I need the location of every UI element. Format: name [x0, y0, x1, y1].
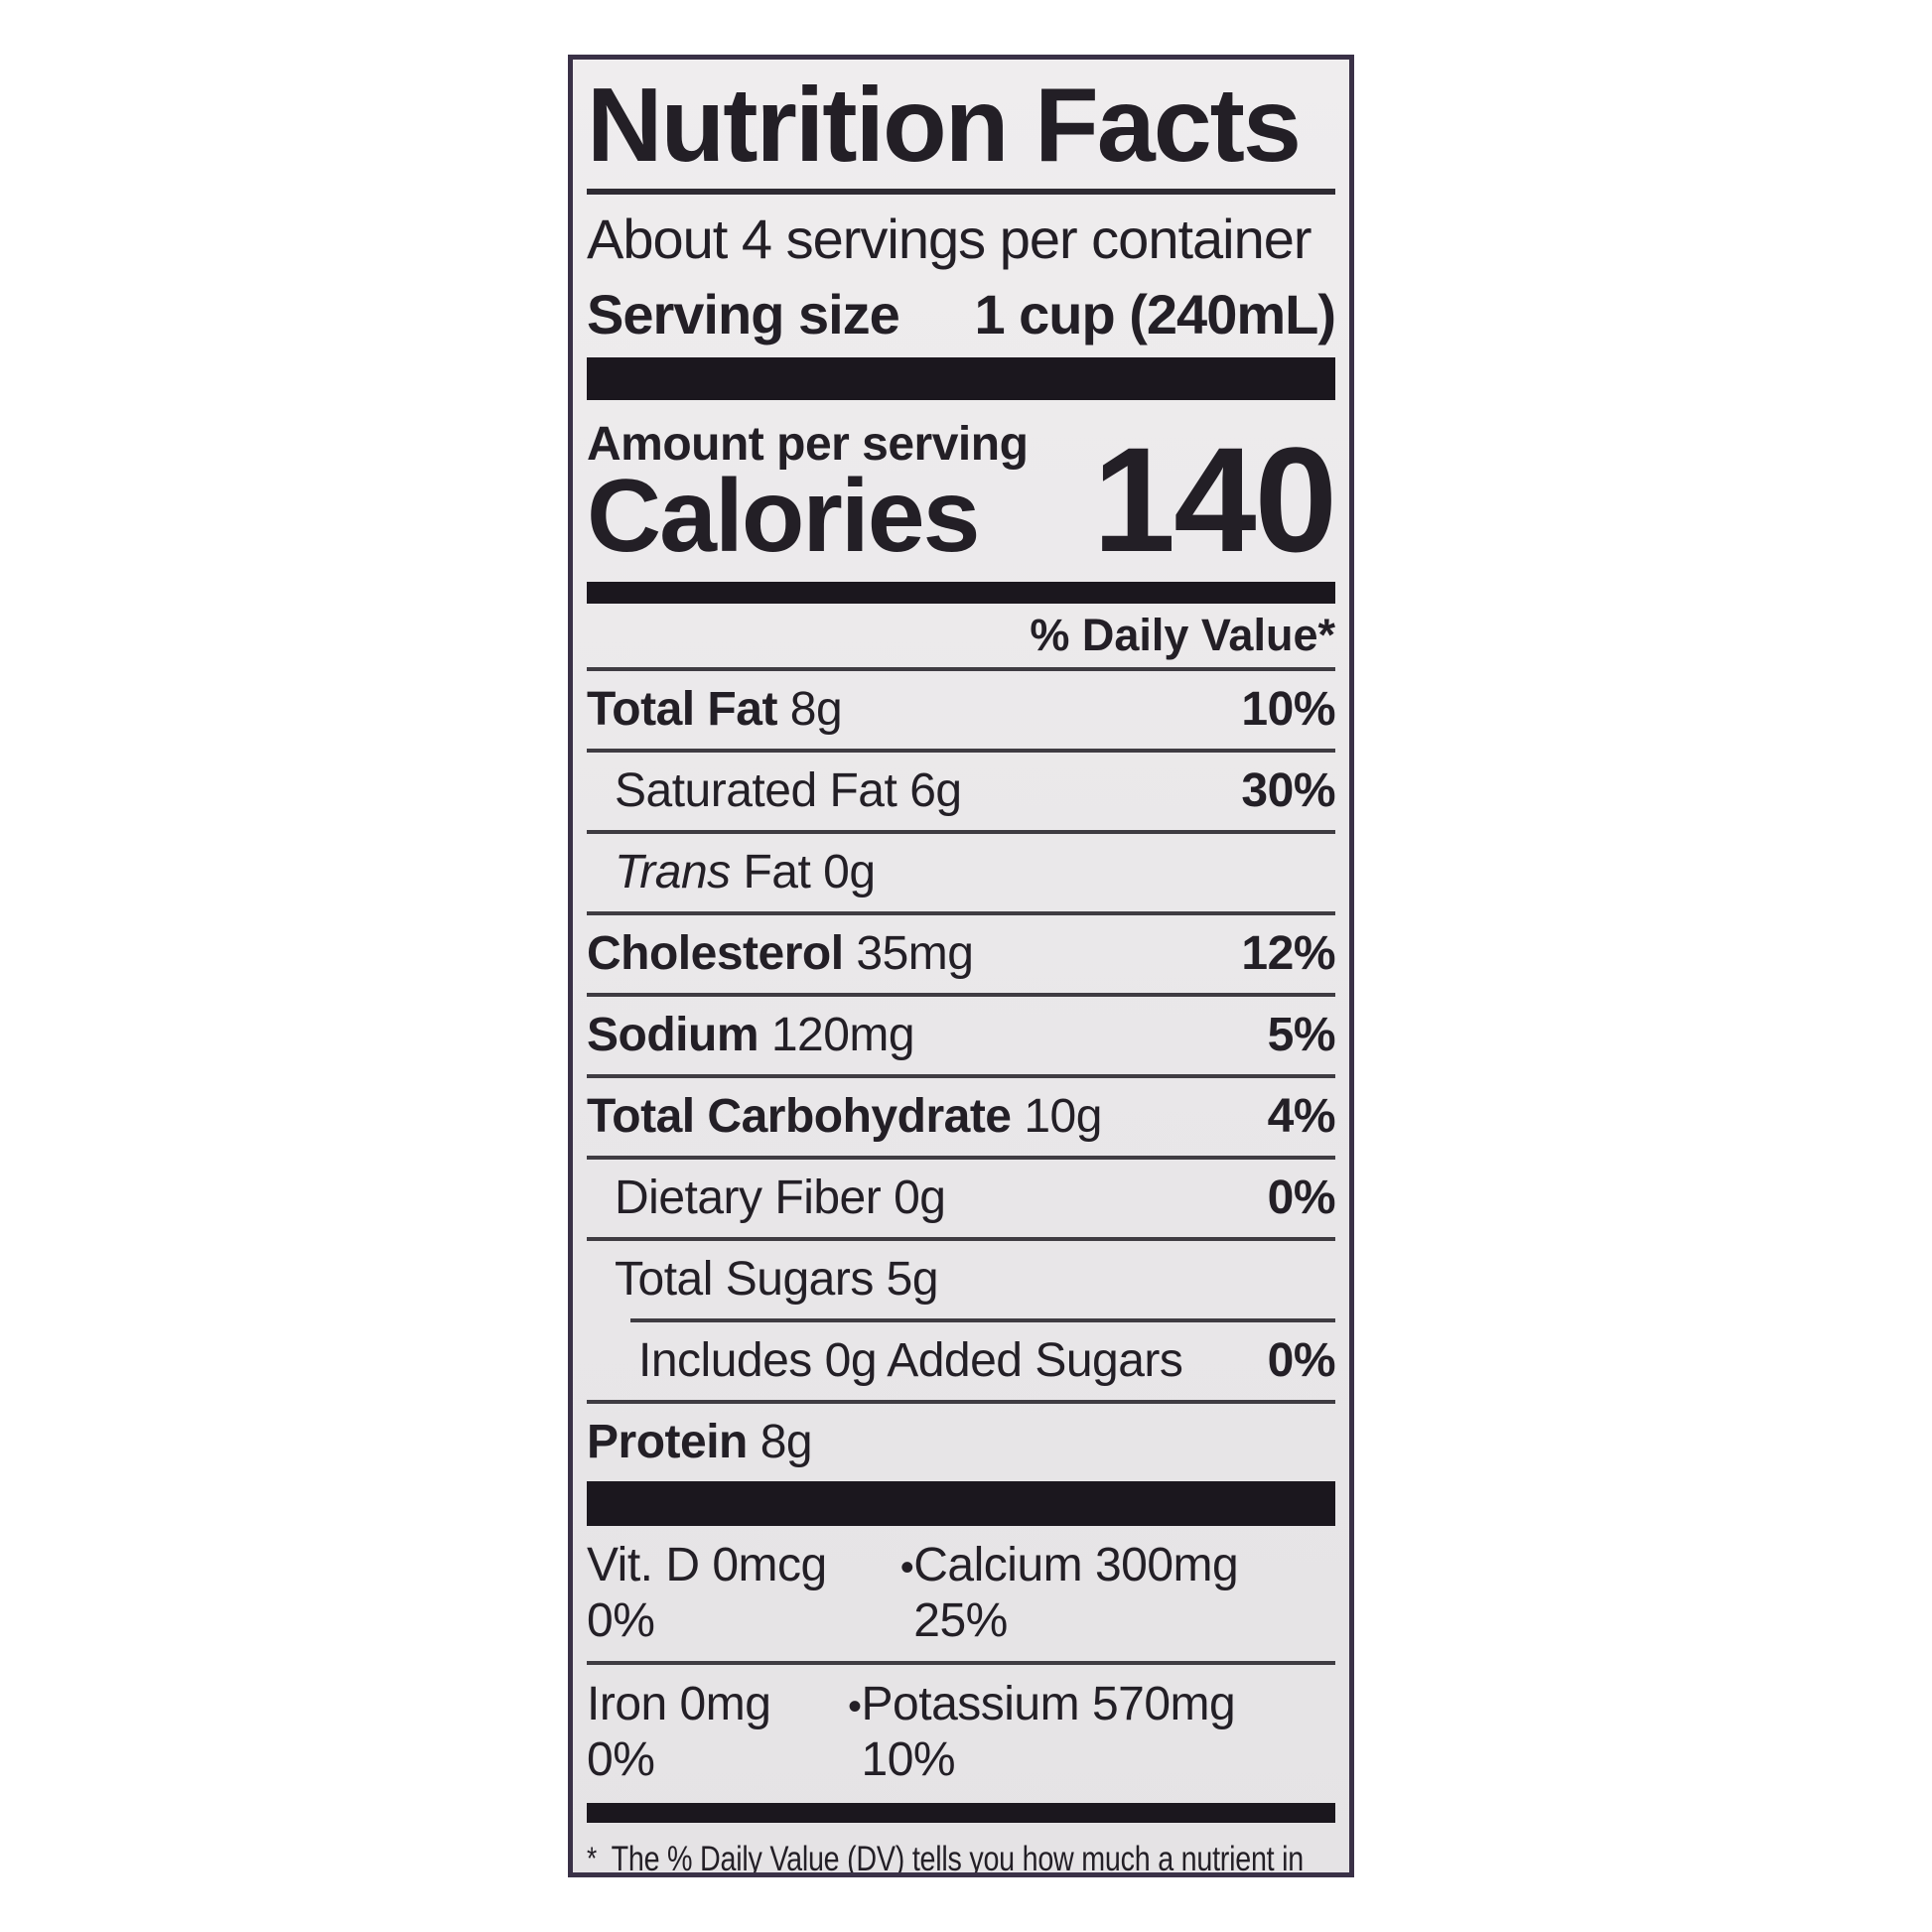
serving-size-value: 1 cup (240mL) — [974, 283, 1336, 345]
servings-per-container: About 4 servings per container — [587, 207, 1312, 270]
nutrient-amount: 10g — [1024, 1090, 1102, 1143]
daily-value-percent: 12% — [1241, 927, 1335, 980]
footnote-line: The % Daily Value (DV) tells you how muc… — [611, 1840, 1305, 1877]
footnote-text: The % Daily Value (DV) tells you how muc… — [611, 1837, 1323, 1877]
daily-value-percent: 0% — [1267, 1334, 1336, 1387]
nutrient-row-sodium: Sodium 120mg 5% — [587, 997, 1336, 1078]
amount-per-serving-label: Amount per serving — [587, 418, 1029, 471]
micronutrient-left: Vit. D 0mcg 0% — [587, 1539, 827, 1647]
nutrient-name: Total Fat — [587, 683, 777, 736]
nutrient-row-trans-fat: Trans Fat 0g — [587, 834, 1335, 915]
daily-value-header: % Daily Value* — [587, 612, 1335, 671]
calories-label: Calories — [587, 459, 980, 574]
nutrient-amount: 8g — [789, 683, 843, 736]
label-title: Nutrition Facts — [587, 72, 1335, 195]
daily-value-percent: 0% — [1267, 1172, 1336, 1224]
nutrient-name: Trans — [615, 846, 731, 898]
micronutrient-row-iron-potassium: Iron 0mg 0% • Potassium 570mg 10% — [587, 1665, 1335, 1800]
nutrient-amount: 5g — [886, 1253, 939, 1306]
nutrient-amount: 35mg — [856, 927, 974, 980]
micronutrient-row-vitd-calcium: Vit. D 0mcg 0% • Calcium 300mg 25% — [587, 1526, 1335, 1665]
nutrient-name: Protein — [587, 1416, 748, 1468]
nutrition-facts-label: Nutrition Facts About 4 servings per con… — [568, 55, 1354, 1877]
nutrient-name: Cholesterol — [587, 927, 844, 980]
nutrient-row-saturated-fat: Saturated Fat 6g 30% — [587, 753, 1335, 834]
inset-hairline — [630, 1318, 1335, 1322]
micronutrient-right: Potassium 570mg 10% — [861, 1678, 1236, 1786]
bullet-separator: • — [899, 1546, 914, 1589]
footnote: * The % Daily Value (DV) tells you how m… — [587, 1837, 1304, 1876]
separator-bar-medium — [587, 582, 1335, 604]
micronutrient-left: Iron 0mg 0% — [587, 1678, 771, 1786]
separator-bar-thick — [587, 1481, 1335, 1526]
nutrient-name: Total Carbohydrate — [587, 1090, 1012, 1143]
calories-value: 140 — [1092, 416, 1337, 583]
nutrient-amount: 0g — [894, 1172, 946, 1224]
serving-size-row: Serving size 1 cup (240mL) — [587, 280, 1336, 349]
nutrient-name: Total Sugars — [615, 1253, 874, 1306]
nutrient-amount: Fat 0g — [743, 846, 876, 898]
nutrient-row-dietary-fiber: Dietary Fiber 0g 0% — [587, 1160, 1336, 1241]
nutrient-name: Dietary Fiber — [615, 1172, 882, 1224]
daily-value-percent: 10% — [1241, 683, 1335, 736]
nutrient-row-added-sugars: Includes 0g Added Sugars 0% — [587, 1322, 1336, 1404]
micronutrient-right: Calcium 300mg 25% — [913, 1539, 1239, 1647]
nutrient-name: Saturated Fat — [615, 764, 897, 817]
footnote-asterisk: * — [587, 1841, 597, 1876]
nutrient-amount: 8g — [759, 1416, 813, 1468]
nutrient-amount: 120mg — [770, 1009, 915, 1061]
daily-value-percent: 5% — [1267, 1009, 1336, 1061]
nutrient-amount: 6g — [909, 764, 962, 817]
nutrient-name: Sodium — [587, 1009, 759, 1061]
separator-bar-thick — [587, 357, 1335, 400]
calories-row: Calories 140 — [587, 416, 1337, 583]
nutrient-row-cholesterol: Cholesterol 35mg 12% — [587, 915, 1335, 997]
serving-size-label: Serving size — [587, 283, 900, 345]
daily-value-percent: 4% — [1267, 1090, 1336, 1143]
bullet-separator: • — [848, 1685, 862, 1728]
nutrient-name: Includes 0g Added Sugars — [638, 1334, 1183, 1387]
nutrient-row-total-sugars: Total Sugars 5g — [587, 1241, 1335, 1318]
separator-bar-thin — [587, 1803, 1335, 1823]
nutrient-row-total-fat: Total Fat 8g 10% — [587, 671, 1335, 753]
nutrient-row-protein: Protein 8g — [587, 1404, 1335, 1481]
nutrient-row-total-carbohydrate: Total Carbohydrate 10g 4% — [587, 1078, 1336, 1160]
daily-value-percent: 30% — [1241, 764, 1335, 817]
